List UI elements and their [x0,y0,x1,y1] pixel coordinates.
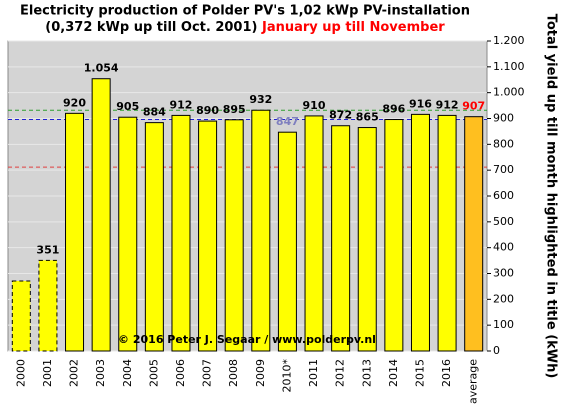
value-label: 932 [249,93,272,106]
x-tick-label: 2015 [413,359,426,387]
y-tick-label: 600 [493,189,514,202]
y-tick-label: 100 [493,318,514,331]
x-tick-label: 2016 [440,359,453,387]
bar [277,131,297,352]
value-label: 912 [436,98,459,111]
value-label: 872 [329,109,352,122]
y-tick-label: 400 [493,241,514,254]
bar [410,113,430,352]
bar [38,259,58,352]
y-tick-label: 300 [493,267,514,280]
bar [304,115,324,352]
y-axis-label: Total yield up till month highlighted in… [544,14,559,379]
value-label: 884 [143,106,166,119]
bar [464,116,484,352]
y-tick-label: 1.200 [493,34,525,47]
x-tick-label: 2011 [307,359,320,387]
value-label: 847 [276,115,299,128]
bar [224,119,244,352]
value-label: 910 [303,99,326,112]
x-tick-label: 2006 [174,359,187,387]
bar [357,127,377,352]
bar [384,119,404,352]
value-label: 905 [116,100,139,113]
subtitle-highlight: January up till November [261,20,445,35]
x-tick-label: 2013 [360,359,373,387]
x-tick-label: 2004 [121,359,134,387]
chart-subtitle: (0,372 kWp up till Oct. 2001) January up… [45,20,445,35]
y-tick-label: 900 [493,112,514,125]
bar [198,120,218,352]
value-label: 351 [36,243,59,256]
y-tick-label: 800 [493,137,514,150]
x-tick-label: 2005 [147,359,160,387]
chart-title: Electricity production of Polder PV's 1,… [20,4,470,19]
y-tick-label: 1.000 [493,86,525,99]
value-label: 896 [382,103,405,116]
x-tick-label: 2012 [334,359,347,387]
value-label: 907 [462,100,485,113]
y-tick-label: 700 [493,163,514,176]
annotation: © 2016 Peter J. Segaar / www.polderpv.nl [118,333,376,346]
x-tick-label: 2007 [201,359,214,387]
x-tick-label: 2010* [280,359,293,393]
value-label: 890 [196,104,219,117]
y-tick-label: 200 [493,292,514,305]
bar [144,122,164,352]
x-tick-label: 2009 [254,359,267,387]
value-label: 865 [356,111,379,124]
x-tick-label: 2003 [94,359,107,387]
bar [251,109,271,352]
y-tick-label: 0 [493,344,500,357]
x-tick-label: 2008 [227,359,240,387]
y-tick-label: 1.100 [493,60,525,73]
value-label: 895 [223,103,246,116]
value-label: 912 [169,98,192,111]
bar [91,78,111,352]
value-label: 920 [63,96,86,109]
x-tick-label: 2014 [387,359,400,387]
bar [11,280,31,352]
value-label: 916 [409,97,432,110]
x-tick-label: 2000 [14,359,27,387]
y-tick-label: 500 [493,215,514,228]
bar [65,112,85,352]
x-tick-label: 2002 [68,359,81,387]
bar [331,125,351,352]
subtitle: (0,372 kWp up till Oct. 2001) [45,20,257,35]
x-tick-label: average [467,359,480,404]
value-label: 1.054 [84,62,119,75]
bar [437,114,457,352]
bar [118,116,138,352]
bar [171,114,191,352]
x-tick-label: 2001 [41,359,54,387]
